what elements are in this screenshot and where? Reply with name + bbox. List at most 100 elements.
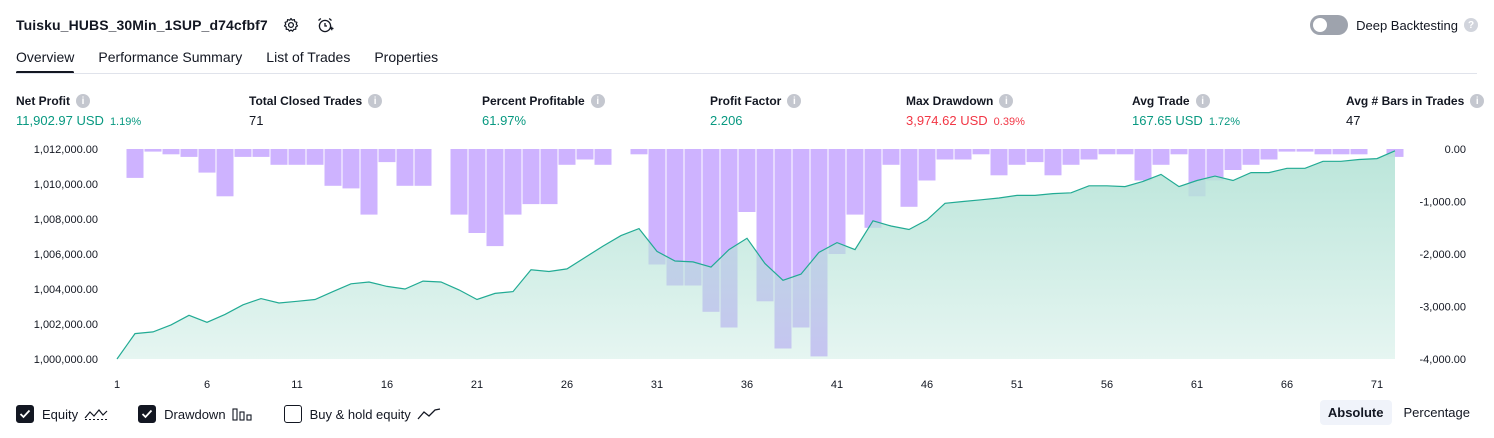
x-axis-tick-label: 31 bbox=[651, 379, 663, 391]
drawdown-bar bbox=[972, 149, 990, 155]
metric-avg-bars-in-trades: Avg # Bars in Trades i 47 bbox=[1346, 94, 1485, 128]
left-axis-tick-label: 1,000,000.00 bbox=[34, 354, 98, 366]
metric-value: 47 bbox=[1346, 113, 1361, 128]
info-icon[interactable]: i bbox=[1195, 94, 1210, 108]
buy-hold-line-icon bbox=[417, 407, 441, 421]
drawdown-bar bbox=[342, 149, 360, 189]
drawdown-bar bbox=[1206, 149, 1224, 181]
drawdown-bar bbox=[936, 149, 954, 160]
x-axis-tick-label: 46 bbox=[921, 379, 933, 391]
tab-list-of-trades[interactable]: List of Trades bbox=[266, 49, 351, 65]
info-icon[interactable]: i bbox=[590, 94, 605, 108]
x-axis-tick-label: 6 bbox=[204, 379, 210, 391]
drawdown-bar bbox=[450, 149, 468, 215]
info-icon[interactable]: i bbox=[787, 94, 802, 108]
drawdown-bar bbox=[828, 149, 846, 254]
drawdown-bar bbox=[594, 149, 612, 165]
drawdown-bar bbox=[468, 149, 486, 233]
drawdown-bar bbox=[1098, 149, 1116, 155]
tab-overview[interactable]: Overview bbox=[16, 46, 75, 74]
metric-value: 11,902.97 USD bbox=[16, 113, 104, 128]
report-tabs: Overview Performance Summary List of Tra… bbox=[16, 46, 462, 74]
drawdown-bar bbox=[648, 149, 666, 265]
tab-properties[interactable]: Properties bbox=[374, 49, 439, 65]
drawdown-bar bbox=[360, 149, 378, 215]
deep-backtesting-toggle[interactable] bbox=[1310, 15, 1349, 35]
right-axis-tick-label: -2,000.00 bbox=[1420, 249, 1466, 261]
drawdown-bar bbox=[1296, 149, 1314, 152]
settings-gear-icon[interactable] bbox=[280, 14, 302, 36]
drawdown-bar bbox=[1224, 149, 1242, 170]
metric-percent: 1.19% bbox=[109, 116, 142, 128]
right-axis: 0.00 -1,000.00 -2,000.00 -3,000.00 -4,000.00 bbox=[1420, 144, 1466, 366]
x-axis-tick-label: 11 bbox=[291, 379, 302, 391]
info-icon[interactable]: i bbox=[368, 94, 383, 108]
alarm-clock-add-icon[interactable] bbox=[314, 14, 336, 36]
drawdown-label: Drawdown bbox=[164, 406, 226, 422]
chart-legend: Equity Drawdown Buy & hold equity bbox=[16, 402, 471, 426]
info-icon[interactable]: i bbox=[1470, 94, 1485, 108]
drawdown-bar bbox=[252, 149, 270, 157]
drawdown-bar bbox=[234, 149, 252, 157]
drawdown-bar bbox=[918, 149, 936, 181]
buy-hold-equity-label: Buy & hold equity bbox=[309, 406, 411, 422]
equity-drawdown-chart: 1,012,000.00 1,010,000.00 1,008,000.00 1,00… bbox=[34, 144, 1466, 391]
percentage-button[interactable]: Percentage bbox=[1403, 405, 1471, 420]
metric-percent-profitable: Percent Profitable i 61.97% bbox=[482, 94, 605, 128]
buy-hold-equity-checkbox[interactable] bbox=[283, 405, 302, 423]
right-axis-tick-label: -4,000.00 bbox=[1420, 354, 1466, 366]
drawdown-bar bbox=[1170, 149, 1188, 155]
drawdown-bar bbox=[846, 149, 864, 215]
metric-label: Total Closed Trades bbox=[249, 94, 363, 108]
drawdown-bar bbox=[1080, 149, 1098, 160]
metric-label: Profit Factor bbox=[710, 94, 782, 108]
drawdown-bar bbox=[1008, 149, 1026, 165]
left-axis-tick-label: 1,010,000.00 bbox=[34, 179, 98, 191]
equity-checkbox[interactable] bbox=[16, 405, 34, 423]
x-axis-tick-label: 16 bbox=[381, 379, 393, 391]
x-axis-tick-label: 21 bbox=[471, 379, 483, 391]
deep-backtesting-control: Deep Backtesting ? bbox=[1310, 12, 1478, 38]
drawdown-bar bbox=[396, 149, 414, 186]
absolute-button[interactable]: Absolute bbox=[1319, 400, 1392, 425]
metric-percent: 1.72% bbox=[1208, 116, 1241, 128]
drawdown-checkbox[interactable] bbox=[138, 405, 157, 423]
equity-line-icon bbox=[84, 407, 108, 421]
drawdown-bar bbox=[1242, 149, 1260, 165]
drawdown-bar bbox=[414, 149, 432, 186]
metric-avg-trade: Avg Trade i 167.65 USD 1.72% bbox=[1132, 94, 1240, 128]
left-axis: 1,012,000.00 1,010,000.00 1,008,000.00 1,00… bbox=[34, 144, 98, 366]
help-question-icon[interactable]: ? bbox=[1464, 18, 1478, 32]
strategy-title: Tuisku_HUBS_30Min_1SUP_d74cfbf7 bbox=[16, 17, 268, 33]
metric-value: 167.65 USD bbox=[1132, 113, 1203, 128]
drawdown-bar bbox=[126, 149, 144, 178]
drawdown-bar bbox=[1260, 149, 1278, 160]
info-icon[interactable]: i bbox=[76, 94, 90, 108]
left-axis-tick-label: 1,008,000.00 bbox=[34, 214, 98, 226]
drawdown-bar bbox=[1134, 149, 1152, 181]
metric-label: Avg Trade bbox=[1132, 94, 1190, 108]
tab-performance-summary[interactable]: Performance Summary bbox=[98, 49, 243, 65]
metric-label: Avg # Bars in Trades bbox=[1346, 94, 1465, 108]
drawdown-bar bbox=[1350, 149, 1368, 155]
drawdown-bar bbox=[954, 149, 972, 160]
equity-label: Equity bbox=[42, 406, 79, 422]
drawdown-bar bbox=[144, 149, 162, 152]
drawdown-bar bbox=[1152, 149, 1170, 165]
info-icon[interactable]: i bbox=[999, 94, 1014, 108]
equity-area bbox=[117, 150, 1395, 359]
drawdown-bar bbox=[324, 149, 342, 186]
metric-label: Net Profit bbox=[16, 94, 70, 108]
x-axis-tick-label: 56 bbox=[1101, 379, 1113, 391]
drawdown-bar bbox=[1332, 149, 1350, 155]
right-axis-tick-label: 0.00 bbox=[1445, 144, 1466, 156]
drawdown-bar bbox=[900, 149, 918, 207]
value-mode-switch: Absolute Percentage bbox=[1316, 400, 1478, 425]
x-axis: 1 6 11 16 21 26 31 36 41 46 51 56 61 66 71 bbox=[114, 379, 1383, 391]
metric-profit-factor: Profit Factor i 2.206 bbox=[710, 94, 802, 128]
drawdown-bar bbox=[1062, 149, 1080, 165]
metric-label: Max Drawdown bbox=[906, 94, 994, 108]
metric-label: Percent Profitable bbox=[482, 94, 585, 108]
left-axis-tick-label: 1,012,000.00 bbox=[34, 144, 98, 156]
drawdown-bar bbox=[216, 149, 234, 197]
